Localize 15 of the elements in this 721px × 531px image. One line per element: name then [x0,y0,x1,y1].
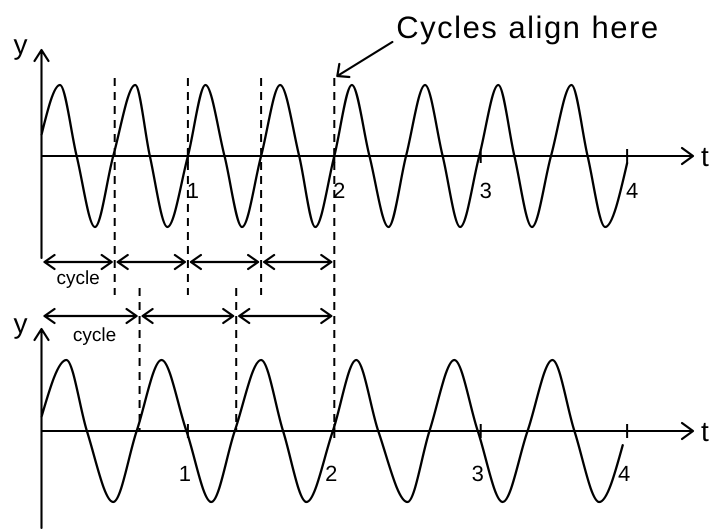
x-tick-label: 2 [325,461,338,486]
x-tick-label: 3 [480,178,492,203]
text: cycle [56,268,100,289]
x-tick-label: 3 [472,461,484,486]
x-tick-label: 1 [178,461,192,486]
text: cycle [72,325,116,346]
x-tick-label: 4 [626,178,638,203]
x-axis-title: t [701,141,709,172]
y-axis-title: y [14,29,28,60]
x-tick-label: 2 [333,178,346,203]
x-axis-title: t [701,416,709,447]
x-tick-label: 4 [618,461,630,486]
text: Cycles align here [396,10,660,45]
x-tick-label: 1 [186,178,200,203]
y-axis-title: y [14,308,28,339]
